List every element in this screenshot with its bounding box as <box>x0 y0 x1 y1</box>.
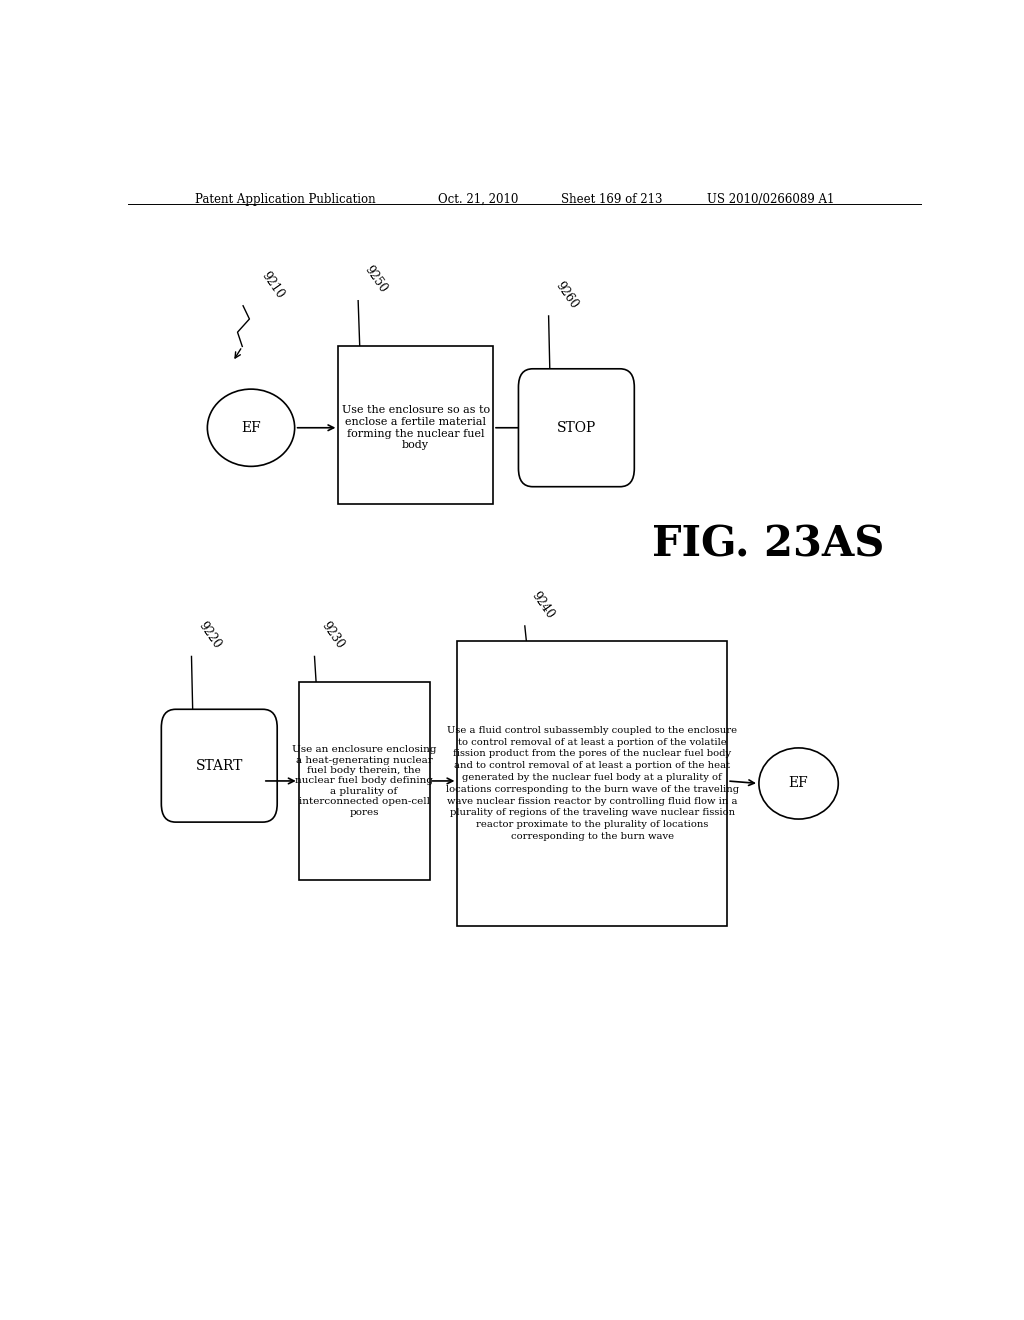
Text: Patent Application Publication: Patent Application Publication <box>196 193 376 206</box>
Text: 9230: 9230 <box>318 619 346 651</box>
Text: 9220: 9220 <box>196 619 223 651</box>
FancyBboxPatch shape <box>338 346 494 504</box>
Text: 9210: 9210 <box>259 269 287 301</box>
Text: Use the enclosure so as to
enclose a fertile material
forming the nuclear fuel
b: Use the enclosure so as to enclose a fer… <box>342 405 489 450</box>
FancyBboxPatch shape <box>162 709 278 822</box>
Ellipse shape <box>759 748 839 818</box>
Text: START: START <box>196 759 243 772</box>
Text: EF: EF <box>788 776 809 791</box>
Text: Use a fluid control subassembly coupled to the enclosure
to control removal of a: Use a fluid control subassembly coupled … <box>445 726 739 841</box>
Text: STOP: STOP <box>557 421 596 434</box>
Text: Oct. 21, 2010: Oct. 21, 2010 <box>437 193 518 206</box>
Text: 9260: 9260 <box>553 279 581 312</box>
Ellipse shape <box>207 389 295 466</box>
FancyBboxPatch shape <box>299 682 430 880</box>
FancyBboxPatch shape <box>518 368 634 487</box>
Text: EF: EF <box>241 421 261 434</box>
Text: FIG. 23AS: FIG. 23AS <box>652 524 884 566</box>
Text: 9250: 9250 <box>362 264 390 296</box>
Text: 9240: 9240 <box>528 589 557 620</box>
FancyBboxPatch shape <box>458 642 727 925</box>
Text: Sheet 169 of 213: Sheet 169 of 213 <box>560 193 662 206</box>
Text: US 2010/0266089 A1: US 2010/0266089 A1 <box>708 193 835 206</box>
Text: Use an enclosure enclosing
a heat-generating nuclear
fuel body therein, the
nucl: Use an enclosure enclosing a heat-genera… <box>292 746 436 817</box>
